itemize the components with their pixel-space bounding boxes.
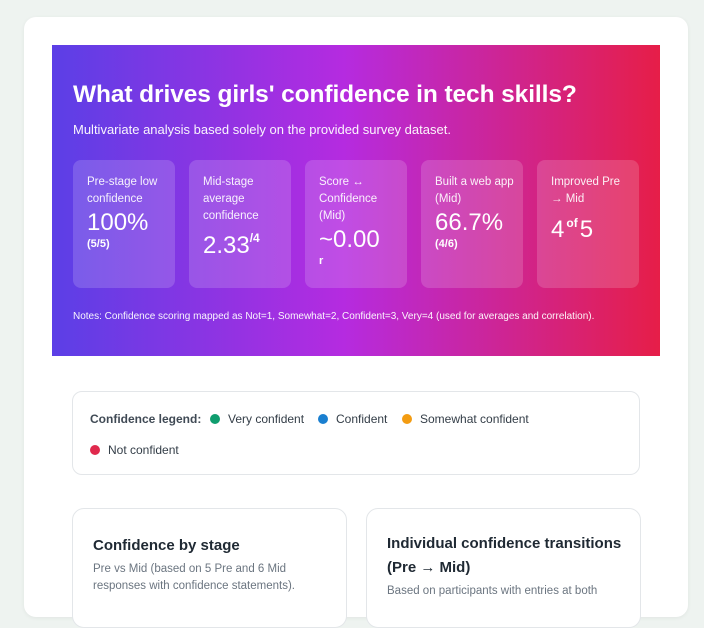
panel-description: Pre vs Mid (based on 5 Pre and 6 Mid res… [93,563,295,592]
scoring-notes: Notes: Confidence scoring mapped as Not=… [73,311,595,322]
panel-description: Based on participants with entries at bo… [387,585,598,597]
kpi-card-pre-low-confidence: Pre-stage low confidence 100% (5/5) [73,160,175,288]
page-subtitle: Multivariate analysis based solely on th… [73,122,451,137]
kpi-value-total: 5 [579,216,594,243]
legend-label: Somewhat confident [420,412,529,426]
kpi-value: 2.33/4 [203,226,283,260]
kpi-value: 4 of5 [551,209,631,244]
kpi-label: Pre-stage low confidence [87,176,158,205]
kpi-label: Mid-stage average confidence [203,176,259,222]
legend-item-very-confident: Very confident [210,412,304,426]
legend-item-somewhat-confident: Somewhat confident [402,412,529,426]
panel-title: Individual confidence transitions (Pre →… [387,535,622,576]
orange-dot-icon [402,414,412,424]
kpi-label: Improved Pre → Mid [551,176,621,205]
legend-label: Very confident [228,412,305,426]
kpi-label: Built a web app (Mid) [435,176,514,205]
panel-confidence-transitions: Individual confidence transitions (Pre →… [366,508,641,628]
page-title: What drives girls' confidence in tech sk… [73,81,577,108]
kpi-value: 66.7% [435,209,504,236]
blue-dot-icon [318,414,328,424]
kpi-value: ~0.00 [319,226,380,253]
panel-confidence-by-stage: Confidence by stage Pre vs Mid (based on… [72,508,347,628]
confidence-legend: Confidence legend: Very confident Confid… [72,391,640,475]
legend-title: Confidence legend: [90,412,202,426]
legend-item-not-confident: Not confident [90,443,179,457]
kpi-value-number: 2.33 [203,232,250,259]
legend-item-confident: Confident [318,412,387,426]
kpi-card-built-web-app: Built a web app (Mid) 66.7% (4/6) [421,160,523,288]
kpi-label: Score ↔ Confidence (Mid) [319,176,378,222]
hero-banner: What drives girls' confidence in tech sk… [52,45,660,356]
panel-title: Confidence by stage [93,537,240,554]
kpi-value: 100% [87,209,149,236]
green-dot-icon [210,414,220,424]
legend-label: Confident [336,412,388,426]
kpi-card-mid-average-confidence: Mid-stage average confidence 2.33/4 [189,160,291,288]
legend-label: Not confident [108,443,179,457]
kpi-card-improved-pre-mid: Improved Pre → Mid 4 of5 [537,160,639,288]
kpi-subvalue: r [319,255,324,267]
kpi-value-denominator: /4 [249,231,260,245]
kpi-value-of: of [566,216,578,230]
kpi-subvalue: (5/5) [87,238,110,250]
kpi-card-score-correlation: Score ↔ Confidence (Mid) ~0.00 r [305,160,407,288]
red-dot-icon [90,445,100,455]
kpi-subvalue: (4/6) [435,238,458,250]
kpi-value-count: 4 [551,216,565,243]
